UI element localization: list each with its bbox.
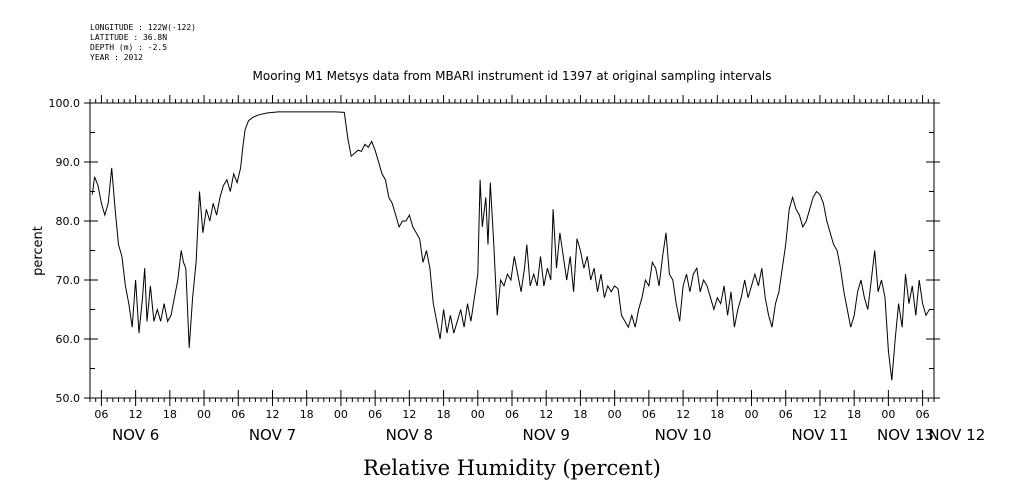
minor-ticks — [89, 95, 935, 406]
day-label: NOV 6 — [112, 426, 159, 444]
day-label: NOV 12 — [928, 426, 985, 444]
meta-latitude: LATITUDE : 36.8N — [90, 33, 167, 42]
x-tick-label: 06 — [642, 408, 656, 421]
day-label: NOV 11 — [792, 426, 849, 444]
y-tick-label: 80.0 — [56, 215, 81, 228]
x-tick-label: 00 — [608, 408, 622, 421]
x-tick-label: 18 — [573, 408, 587, 421]
x-tick-label: 06 — [916, 408, 930, 421]
x-tick-label: 00 — [745, 408, 759, 421]
y-axis-ticks: 50.0 60.0 70.0 80.0 90.0 100.0 — [49, 97, 940, 405]
meta-longitude: LONGITUDE : 122W(-122) — [90, 23, 196, 32]
x-tick-label: 12 — [265, 408, 279, 421]
x-tick-label: 18 — [163, 408, 177, 421]
x-tick-label: 06 — [231, 408, 245, 421]
x-tick-label: 00 — [197, 408, 211, 421]
x-tick-label: 18 — [437, 408, 451, 421]
chart-title: Mooring M1 Metsys data from MBARI instru… — [253, 69, 772, 83]
metadata-block: LONGITUDE : 122W(-122) LATITUDE : 36.8N … — [90, 23, 196, 62]
meta-depth: DEPTH (m) : -2.5 — [90, 43, 167, 52]
x-tick-label: 12 — [129, 408, 143, 421]
y-tick-label: 50.0 — [56, 392, 81, 405]
x-tick-label: 12 — [676, 408, 690, 421]
y-axis-label: percent — [31, 226, 46, 276]
plot-frame — [89, 102, 935, 399]
x-tick-label: 00 — [881, 408, 895, 421]
y-tick-label: 60.0 — [56, 333, 81, 346]
x-axis-ticks: 06 12 18 00 06 12 18 00 06 12 18 00 06 12 18 00 06 12 18 00… — [94, 390, 930, 421]
x-tick-label: 06 — [94, 408, 108, 421]
x-tick-label: 00 — [334, 408, 348, 421]
x-tick-label: 12 — [402, 408, 416, 421]
day-label: NOV 7 — [249, 426, 296, 444]
day-label: NOV 9 — [523, 426, 570, 444]
x-tick-label: 12 — [813, 408, 827, 421]
day-label: NOV 8 — [386, 426, 433, 444]
x-axis-label: Relative Humidity (percent) — [363, 456, 661, 480]
x-tick-label: 18 — [300, 408, 314, 421]
x-tick-label: 06 — [368, 408, 382, 421]
meta-year: YEAR : 2012 — [90, 53, 143, 62]
x-tick-label: 06 — [779, 408, 793, 421]
x-tick-label: 18 — [710, 408, 724, 421]
x-tick-label: 06 — [505, 408, 519, 421]
x-axis-day-labels: NOV 6 NOV 7 NOV 8 NOV 9 NOV 10 NOV 11 NOV 12NO… — [112, 426, 985, 444]
y-tick-label: 100.0 — [49, 97, 81, 110]
x-tick-label: 00 — [471, 408, 485, 421]
series-line — [91, 111, 930, 381]
x-tick-label: 12 — [539, 408, 553, 421]
y-tick-label: 70.0 — [56, 274, 81, 287]
day-label: NOV 13 — [877, 426, 934, 444]
x-tick-label: 18 — [847, 408, 861, 421]
y-tick-label: 90.0 — [56, 156, 81, 169]
day-label: NOV 10 — [655, 426, 712, 444]
